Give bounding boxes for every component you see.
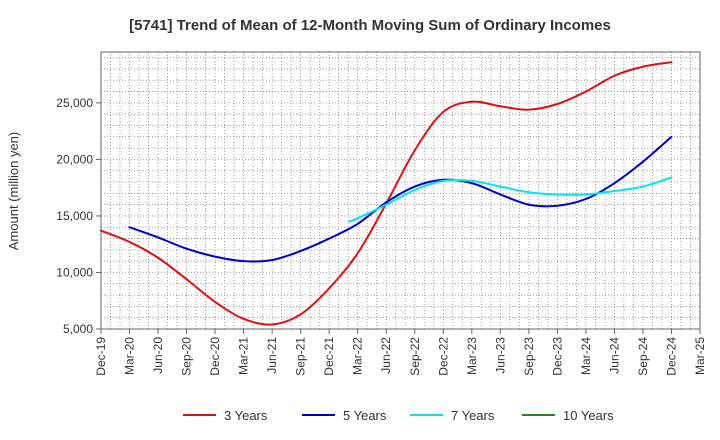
x-tick-label: Sep-24 [636, 337, 650, 376]
legend-label-10-years: 10 Years [563, 408, 614, 423]
x-tick-label: Mar-21 [237, 337, 251, 375]
plot-background [101, 52, 700, 329]
y-tick-label: 15,000 [56, 209, 93, 223]
legend-label-5-years: 5 Years [343, 408, 387, 423]
x-tick-label: Jun-24 [607, 337, 621, 374]
x-tick-label: Jun-20 [151, 337, 165, 374]
x-tick-label: Jun-22 [379, 337, 393, 374]
x-tick-label: Mar-20 [123, 337, 137, 375]
x-tick-label: Mar-23 [465, 337, 479, 375]
x-tick-label: Mar-24 [579, 337, 593, 375]
y-tick-label: 10,000 [56, 265, 93, 279]
x-tick-label: Mar-25 [693, 337, 707, 375]
x-tick-label: Dec-23 [550, 337, 564, 376]
x-tick-label: Sep-22 [408, 337, 422, 376]
x-tick-label: Dec-24 [664, 337, 678, 376]
x-tick-label: Sep-20 [180, 337, 194, 376]
plot-area: 5,000 10,000 15,000 20,000 25,000 Dec-19 Mar-2… [56, 51, 707, 376]
x-tick-label: Mar-22 [351, 337, 365, 375]
y-axis-label: Amount (million yen) [6, 132, 21, 251]
x-tick-label: Sep-21 [294, 337, 308, 376]
series-line-5-years [128, 135, 673, 263]
x-tick-label: Jun-21 [265, 337, 279, 374]
y-tick-label: 25,000 [56, 96, 93, 110]
legend: 3 Years 5 Years 7 Years 10 Years [183, 408, 614, 423]
x-tick-label: Dec-20 [208, 337, 222, 376]
plot-frame [100, 51, 701, 330]
y-tick-label: 5,000 [63, 322, 93, 336]
x-tick-label: Dec-21 [322, 337, 336, 376]
x-tick-label: Dec-19 [94, 337, 108, 376]
x-tick-label: Jun-23 [493, 337, 507, 374]
x-tick-label: Dec-22 [436, 337, 450, 376]
chart-title: [5741] Trend of Mean of 12-Month Moving … [129, 17, 611, 34]
legend-label-7-years: 7 Years [451, 408, 495, 423]
x-tick-label: Sep-23 [522, 337, 536, 376]
y-tick-label: 20,000 [56, 152, 93, 166]
legend-label-3-years: 3 Years [224, 408, 268, 423]
series-line-7-years [348, 176, 673, 223]
